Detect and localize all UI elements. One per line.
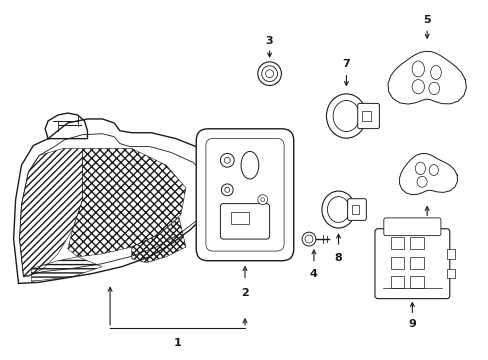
Text: 1: 1 xyxy=(173,338,181,347)
Ellipse shape xyxy=(415,162,425,175)
Circle shape xyxy=(305,235,312,243)
Polygon shape xyxy=(387,51,466,104)
Ellipse shape xyxy=(326,94,366,138)
FancyBboxPatch shape xyxy=(196,129,293,261)
Ellipse shape xyxy=(411,80,424,94)
FancyBboxPatch shape xyxy=(205,139,284,251)
Ellipse shape xyxy=(428,165,438,175)
Polygon shape xyxy=(399,153,457,195)
Bar xyxy=(390,276,404,288)
Bar xyxy=(231,212,248,224)
Text: 5: 5 xyxy=(423,15,430,26)
FancyBboxPatch shape xyxy=(383,218,440,236)
Circle shape xyxy=(261,66,277,82)
Circle shape xyxy=(224,157,230,163)
Bar xyxy=(446,269,454,278)
Text: 9: 9 xyxy=(407,319,415,329)
Circle shape xyxy=(302,232,315,246)
FancyBboxPatch shape xyxy=(357,103,379,129)
FancyBboxPatch shape xyxy=(220,204,269,239)
Circle shape xyxy=(265,70,273,78)
Ellipse shape xyxy=(327,197,349,222)
Ellipse shape xyxy=(430,66,440,80)
Circle shape xyxy=(221,184,233,196)
Ellipse shape xyxy=(241,152,258,179)
Ellipse shape xyxy=(428,82,439,95)
Bar xyxy=(409,257,423,269)
Bar xyxy=(409,276,423,288)
Text: 7: 7 xyxy=(342,59,349,69)
Bar xyxy=(362,111,370,121)
Text: 6: 6 xyxy=(422,222,430,232)
FancyBboxPatch shape xyxy=(374,229,449,299)
Circle shape xyxy=(220,153,234,167)
Circle shape xyxy=(257,62,281,85)
FancyBboxPatch shape xyxy=(347,199,366,220)
Ellipse shape xyxy=(411,61,424,77)
Polygon shape xyxy=(45,113,87,139)
Circle shape xyxy=(260,198,264,202)
Text: 4: 4 xyxy=(309,269,317,279)
Bar xyxy=(390,257,404,269)
Bar xyxy=(446,249,454,259)
Polygon shape xyxy=(14,119,220,283)
Text: 2: 2 xyxy=(241,288,248,298)
Ellipse shape xyxy=(332,100,359,131)
Bar xyxy=(409,237,423,249)
Text: 8: 8 xyxy=(334,253,342,263)
Circle shape xyxy=(257,195,267,204)
Text: 3: 3 xyxy=(265,36,273,46)
Ellipse shape xyxy=(321,191,354,228)
Bar xyxy=(351,205,359,214)
Circle shape xyxy=(224,188,229,192)
Bar xyxy=(390,237,404,249)
Ellipse shape xyxy=(416,176,426,187)
